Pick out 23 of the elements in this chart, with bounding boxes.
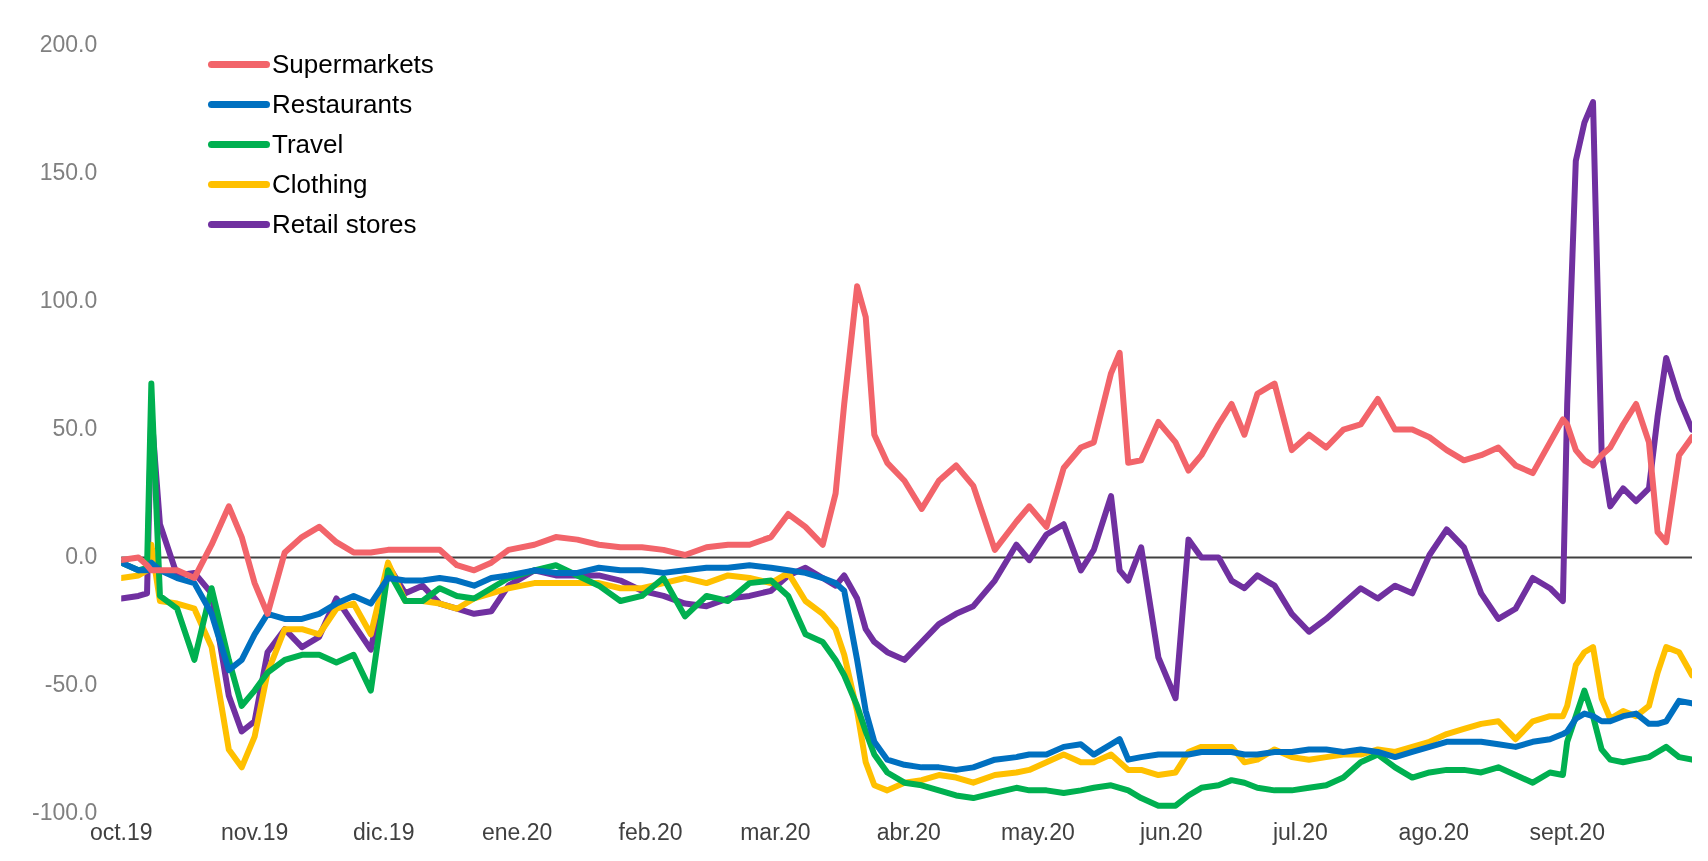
x-tick-label: abr.20 [876,818,941,845]
x-tick-label: jun.20 [1138,818,1203,845]
y-tick-label: 100.0 [39,287,98,314]
y-tick-label: 150.0 [39,159,98,186]
x-tick-label: feb.20 [618,818,683,845]
legend-label: Restaurants [272,88,413,121]
x-tick-label: jul.20 [1271,818,1328,845]
x-tick-label: sept.20 [1529,818,1605,845]
legend-label: Travel [272,128,344,161]
x-tick-label: ago.20 [1398,818,1469,845]
x-tick-label: nov.19 [220,818,289,845]
y-tick-label: -100.0 [32,798,98,825]
y-tick-label: -50.0 [44,670,98,697]
legend-label: Retail stores [272,208,417,241]
legend-label: Supermarkets [272,48,434,81]
x-tick-label: may.20 [1001,818,1075,845]
y-tick-label: 200.0 [39,31,98,58]
y-tick-label: 0.0 [65,542,98,569]
x-tick-label: dic.19 [353,818,415,845]
x-tick-label: mar.20 [740,818,811,845]
y-tick-label: 50.0 [52,414,98,441]
legend-label: Clothing [272,168,368,201]
x-tick-label: ene.20 [481,818,553,845]
